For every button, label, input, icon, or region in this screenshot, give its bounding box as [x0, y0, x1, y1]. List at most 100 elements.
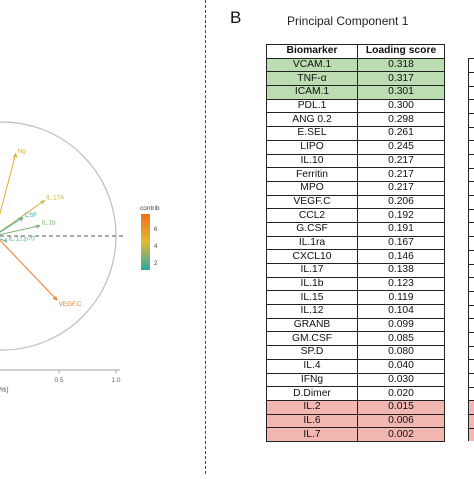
table-row: GM.CSF 0.085 [266, 331, 445, 347]
table-row: PDL.1 0.300 [266, 98, 445, 114]
header-loading-score: Loading score [357, 44, 445, 59]
loading-score-cell: 0.300 [357, 98, 445, 114]
adjacent-table-row-edge [468, 318, 474, 332]
adjacent-table-row-edge [468, 154, 474, 168]
variable-label: IL.12.p70 [9, 236, 36, 243]
panel-b-label: B [230, 8, 242, 27]
biomarker-cell: LIPO [266, 139, 358, 155]
biomarker-cell: IL.15 [266, 290, 358, 306]
loading-score-cell: 0.317 [357, 71, 445, 87]
adjacent-table-row-edge [468, 345, 474, 360]
table-row: ICAM.1 0.301 [266, 85, 445, 100]
adjacent-table-row-edge [468, 58, 474, 72]
loading-arrowhead [35, 224, 41, 229]
variable-label: CSF [25, 212, 38, 219]
loading-arrowhead [12, 152, 18, 158]
table-row: CXCL10 0.146 [266, 249, 445, 264]
loading-arrowhead [40, 199, 46, 205]
adjacent-table-row-edge [468, 263, 474, 278]
table-row: IL.6 0.006 [266, 413, 445, 429]
loading-score-cell: 0.006 [357, 413, 445, 429]
loading-score-cell: 0.020 [357, 386, 445, 401]
panel-divider [205, 0, 206, 474]
table-header-row: Biomarker Loading score [266, 44, 445, 59]
biomarker-cell: MPO [266, 180, 358, 196]
biomarker-cell: IL.12 [266, 304, 358, 319]
variable-label: IL.17A [46, 195, 65, 202]
loading-arrow [0, 217, 23, 233]
table-row: SP.D 0.080 [266, 345, 445, 360]
biomarker-cell: TNF-α [266, 71, 358, 87]
x-axis-label-fragment: %) [0, 387, 9, 394]
biomarker-cell: GRANB [266, 317, 358, 333]
table-row: IL.15 0.119 [266, 290, 445, 306]
variable-label: Ng [18, 148, 27, 155]
table-row: IL.4 0.040 [266, 358, 445, 374]
adjacent-table-row-edge [468, 181, 474, 196]
loading-score-cell: 0.301 [357, 85, 445, 100]
table-row: TNF-α 0.317 [266, 71, 445, 87]
biomarker-cell: CCL2 [266, 208, 358, 223]
biomarker-cell: IL.17 [266, 263, 358, 278]
biomarker-cell: GM.CSF [266, 331, 358, 347]
pca-variable-plot-svg: 0.5 1.0%) VEGF.C IL.17A IL.1b IL.12.p70 CSF Ng c… [0, 121, 160, 394]
table-row: GRANB 0.099 [266, 317, 445, 333]
loading-score-table: Biomarker Loading score VCAM.1 0.318 TNF-α… [266, 44, 445, 442]
biomarker-cell: PDL.1 [266, 98, 358, 114]
x-tick-label: 0.5 [54, 377, 63, 384]
loading-score-cell: 0.298 [357, 112, 445, 128]
table-row: IL.7 0.002 [266, 427, 445, 442]
biomarker-cell: SP.D [266, 345, 358, 360]
adjacent-table-row-edge [468, 167, 474, 182]
variable-label: VEGF.C [59, 301, 82, 308]
table-row: IL.12 0.104 [266, 304, 445, 319]
table-row: IL.1ra 0.167 [266, 235, 445, 251]
loading-score-cell: 0.015 [357, 399, 445, 415]
adjacent-table-row-edge [468, 427, 474, 442]
adjacent-table-row-edge [468, 331, 474, 346]
adjacent-table-row-edge [468, 386, 474, 401]
legend-title: contrib [140, 205, 160, 212]
biomarker-cell: CXCL10 [266, 249, 358, 264]
loading-score-cell: 0.080 [357, 345, 445, 360]
x-tick-label: 1.0 [111, 377, 120, 384]
loading-score-cell: 0.192 [357, 208, 445, 223]
adjacent-table-row-edge [468, 112, 474, 127]
biomarker-cell: VEGF.C [266, 194, 358, 210]
biomarker-cell: IL.6 [266, 413, 358, 429]
biomarker-cell: IL.4 [266, 358, 358, 374]
legend-tick-label: 6 [154, 227, 158, 233]
loading-arrowhead [2, 237, 8, 243]
loading-score-cell: 0.245 [357, 139, 445, 155]
loading-score-cell: 0.217 [357, 167, 445, 182]
adjacent-table-edge [468, 58, 474, 474]
adjacent-table-row-edge [468, 359, 474, 373]
loading-score-cell: 0.146 [357, 249, 445, 264]
table-row: LIPO 0.245 [266, 139, 445, 155]
loading-score-cell: 0.138 [357, 263, 445, 278]
biomarker-cell: Ferritin [266, 167, 358, 182]
table-row: G.CSF 0.191 [266, 221, 445, 237]
adjacent-table-row-edge [468, 71, 474, 86]
table-row: IFNg 0.030 [266, 372, 445, 388]
table-title: Principal Component 1 [287, 14, 409, 28]
adjacent-table-row-edge [468, 126, 474, 141]
loading-arrow [0, 225, 40, 236]
biomarker-cell: IL.1b [266, 276, 358, 292]
table-row: VEGF.C 0.206 [266, 194, 445, 210]
adjacent-table-row-edge [468, 290, 474, 305]
adjacent-table-row-edge [468, 222, 474, 237]
adjacent-table-row-edge [468, 85, 474, 100]
table-row: IL.2 0.015 [266, 399, 445, 415]
biomarker-cell: D.Dimer [266, 386, 358, 401]
adjacent-table-row-edge [468, 195, 474, 209]
loading-score-cell: 0.206 [357, 194, 445, 210]
loading-score-cell: 0.119 [357, 290, 445, 306]
table-body: VCAM.1 0.318 TNF-α 0.317 ICAM.1 0.301 PDL.1 0.3… [266, 57, 445, 442]
biomarker-cell: E.SEL [266, 126, 358, 141]
biomarker-cell: IL.7 [266, 427, 358, 442]
loading-score-cell: 0.085 [357, 331, 445, 347]
loading-arrowhead [18, 216, 24, 222]
adjacent-table-row-edge [468, 99, 474, 113]
table-row: IL.17 0.138 [266, 263, 445, 278]
